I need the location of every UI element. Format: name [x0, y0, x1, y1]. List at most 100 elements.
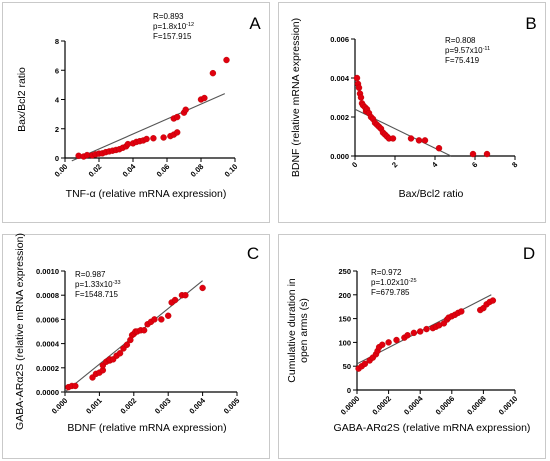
panel-letter: C [247, 244, 259, 263]
scatter-plot: D 0.0000 0.0002 0.0004 0.0006 0.0008 0.0010 0 50… [286, 244, 535, 434]
stat-exponent: -12 [186, 22, 194, 28]
y-tick-label: 200 [338, 291, 351, 300]
data-point [72, 382, 79, 390]
y-tick-label: 2 [55, 125, 59, 134]
y-tick-label: 0.0010 [36, 267, 59, 276]
x-tick-label: 0.0000 [339, 394, 362, 417]
data-point [379, 341, 386, 348]
stat-value: R=0.893 [153, 12, 184, 21]
data-point [423, 325, 430, 333]
stat-value: F=679.785 [371, 288, 410, 297]
data-point [158, 316, 165, 323]
x-tick-label: 0.02 [87, 162, 104, 179]
data-point [201, 94, 208, 102]
x-tick-label: 0.0004 [402, 393, 425, 416]
y-axis-label: Bax/Bcl2 ratio [16, 67, 28, 132]
data-point [483, 150, 491, 158]
x-tick-label: 0 [350, 160, 359, 169]
panel-d: D 0.0000 0.0002 0.0004 0.0006 0.0008 0.0010 0 50… [278, 234, 546, 459]
stat-line: R=0.972 [371, 268, 402, 277]
y-axis-label-line: Cumulative duration in [286, 278, 298, 383]
x-axis-label: Bax/Bcl2 ratio [399, 188, 464, 200]
stat-exponent: -11 [483, 46, 491, 52]
data-point [116, 350, 124, 357]
stat-line: p=1.8x10-12 [153, 22, 194, 31]
panel-a: A 0.00 0.02 0.04 0.06 0.08 0.10 0 2 4 6 8 TNF-α (rel… [2, 2, 270, 223]
x-tick-label: 0.04 [121, 161, 138, 178]
x-axis-label: GABA-ARα2S (relative mRNA expression) [334, 422, 531, 434]
stat-line: p=1.02x10-25 [371, 278, 417, 287]
stat-value: R=0.987 [75, 270, 106, 279]
x-tick-label: 0.005 [222, 396, 242, 416]
data-point [143, 135, 150, 143]
data-point [164, 312, 172, 319]
x-axis-label: TNF-α (relative mRNA expression) [66, 188, 227, 200]
y-tick-label: 0 [55, 154, 59, 163]
x-axis-label: BDNF (relative mRNA expression) [67, 422, 226, 434]
stat-line: R=0.987 [75, 270, 106, 279]
stat-value: p=9.57x10 [445, 46, 483, 55]
y-axis-label-line: open arms (s) [298, 298, 310, 363]
data-point [150, 135, 157, 142]
y-tick-label: 50 [343, 362, 351, 371]
data-point [393, 336, 400, 344]
x-tick-label: 0.003 [153, 396, 173, 416]
data-point [458, 308, 465, 315]
x-tick-label: 0.002 [119, 396, 139, 416]
panel-letter: A [249, 14, 261, 33]
stat-exponent: -25 [409, 278, 417, 284]
x-tick-label: 0.0010 [497, 394, 520, 417]
stat-value: p=1.02x10 [371, 278, 409, 287]
y-tick-label: 0.0000 [36, 388, 59, 397]
panel-letter: B [525, 14, 536, 33]
y-tick-label: 0.0008 [36, 291, 59, 300]
data-point [410, 329, 418, 337]
y-tick-label: 0.006 [330, 35, 349, 44]
data-point [389, 135, 397, 142]
x-tick-label: 0.001 [84, 396, 104, 416]
x-tick-label: 0.10 [223, 162, 240, 179]
stat-value: F=157.915 [153, 32, 192, 41]
data-point [355, 84, 363, 91]
scatter-plot: A 0.00 0.02 0.04 0.06 0.08 0.10 0 2 4 6 8 TNF-α (rel… [16, 12, 261, 200]
stat-line: R=0.808 [445, 36, 476, 45]
stat-line: R=0.893 [153, 12, 184, 21]
y-axis-label: GABA-ARα2S (relative mRNA expression) [14, 233, 26, 430]
y-tick-label: 0.0006 [36, 315, 59, 324]
scatter-plot: B 0 2 4 6 8 0.000 0.002 0.004 0.006 Bax/Bcl2 ratio… [290, 14, 537, 200]
panel-c: C 0.000 0.001 0.002 0.003 0.004 0.005 0.0000 0.0… [2, 233, 270, 459]
data-point [151, 316, 158, 323]
data-point [489, 297, 497, 304]
data-point [385, 339, 392, 346]
stat-line: F=75.419 [445, 56, 480, 65]
data-point [140, 327, 148, 334]
x-tick-label: 0.004 [187, 395, 207, 415]
y-tick-label: 0 [347, 386, 351, 395]
data-point [223, 56, 230, 64]
data-point [435, 144, 443, 152]
stat-line: F=1548.715 [75, 290, 118, 299]
data-point [160, 134, 167, 141]
stat-exponent: -33 [113, 280, 121, 286]
y-tick-label: 250 [338, 267, 351, 276]
y-tick-label: 0.000 [330, 152, 349, 161]
data-point [123, 341, 131, 349]
data-point [353, 74, 361, 82]
y-tick-label: 6 [55, 66, 59, 75]
stat-line: F=679.785 [371, 288, 410, 297]
y-tick-label: 100 [338, 338, 351, 347]
x-tick-label: 4 [430, 159, 440, 169]
data-point [173, 113, 181, 121]
x-tick-label: 0.0008 [465, 394, 488, 417]
scatter-plot: C 0.000 0.001 0.002 0.003 0.004 0.005 0.0000 0.0… [14, 233, 259, 434]
panel-b: B 0 2 4 6 8 0.000 0.002 0.004 0.006 Bax/Bcl2 ratio… [278, 2, 546, 223]
y-tick-label: 4 [55, 96, 60, 105]
y-axis-label: Cumulative duration inopen arms (s) [286, 278, 310, 383]
x-tick-label: 0.0002 [370, 394, 393, 417]
data-point [182, 292, 189, 299]
y-tick-label: 0.002 [330, 113, 349, 122]
y-tick-label: 0.0002 [36, 364, 59, 373]
x-tick-label: 8 [510, 160, 519, 169]
regression-line [71, 93, 226, 162]
stat-value: p=1.33x10 [75, 280, 113, 289]
